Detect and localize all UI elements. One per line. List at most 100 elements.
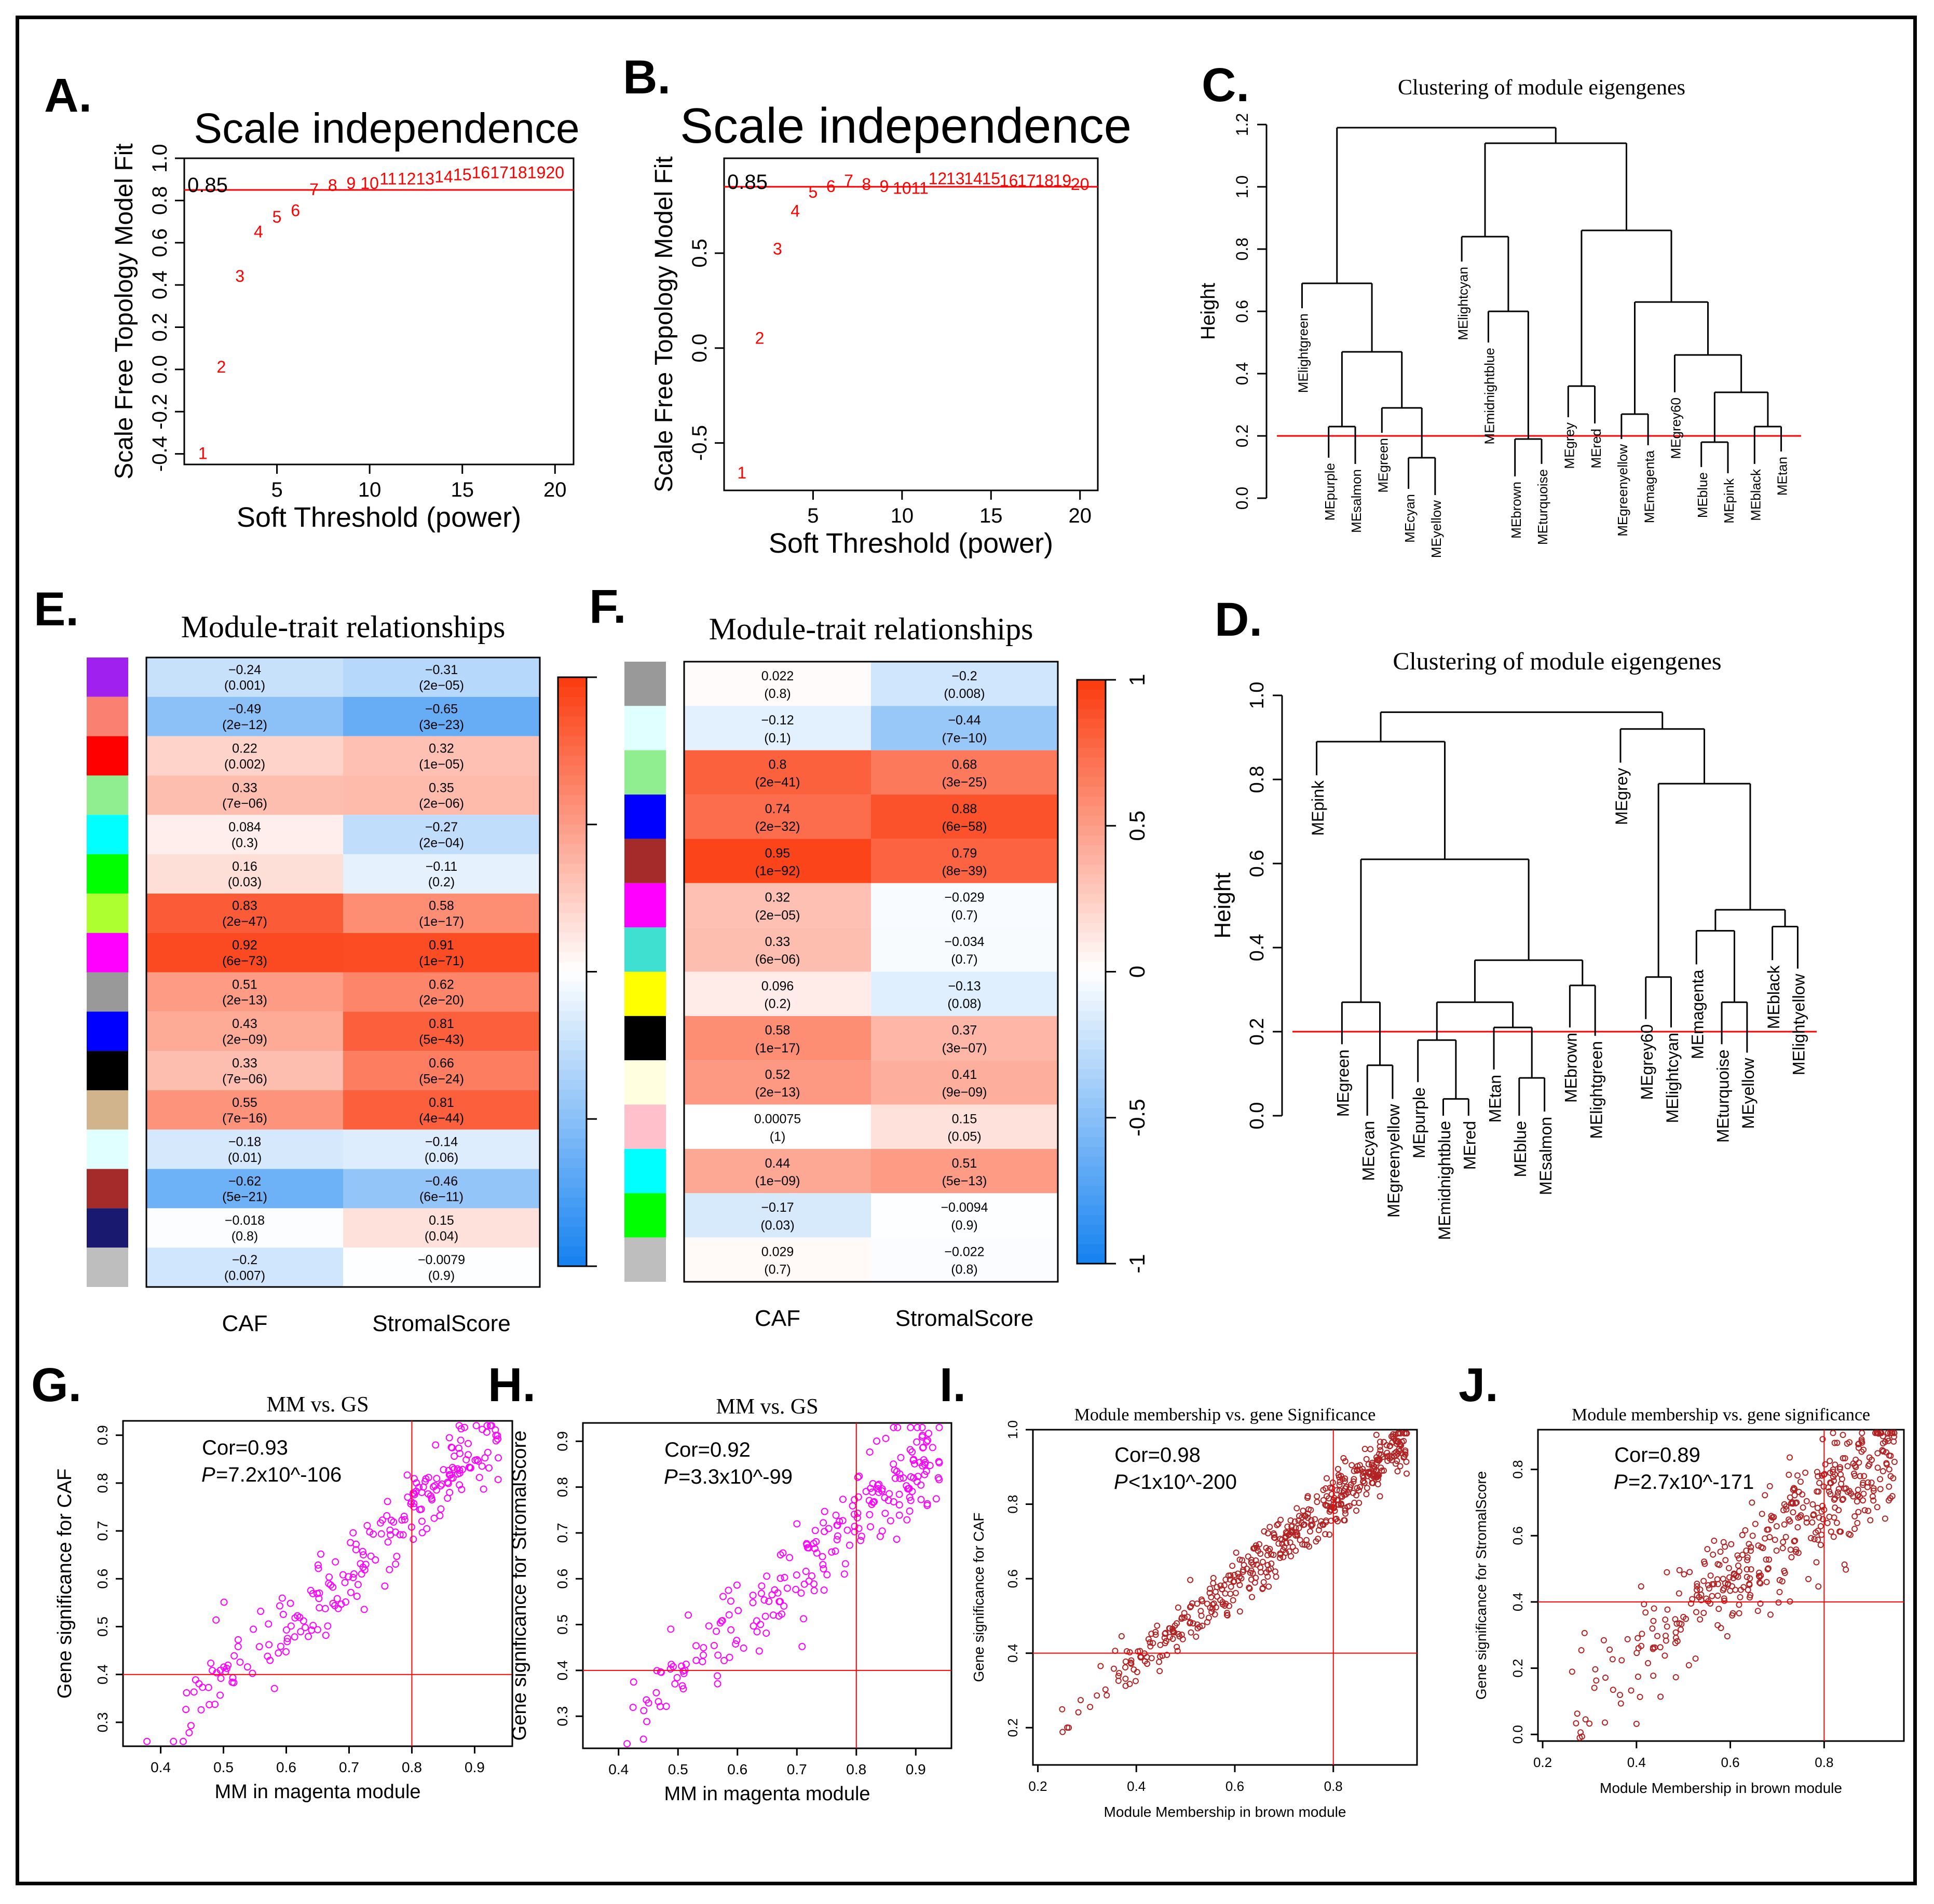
- scatter-point-H: [890, 1498, 897, 1505]
- scatter-point-I: [1198, 1612, 1205, 1619]
- scatter-point-H: [781, 1573, 788, 1581]
- colorbar-segment-E: [558, 952, 587, 963]
- scatter-point-H: [891, 1466, 898, 1474]
- scatter-point-H: [718, 1617, 726, 1624]
- colorbar-segment-E: [558, 1246, 587, 1257]
- scatter-point-I: [1175, 1604, 1181, 1611]
- scatter-point-J: [1725, 1565, 1732, 1571]
- scatter-point-J: [1744, 1573, 1750, 1580]
- heatmap-pvalue-F: (2e−32): [755, 819, 800, 834]
- y-tick-label-D: 0.2: [1246, 1018, 1268, 1046]
- scatter-point-J: [1617, 1700, 1624, 1707]
- heatmap-cell-F: [871, 706, 1058, 750]
- scatter-point-I: [1193, 1633, 1200, 1640]
- heatmap-cell-E: [146, 1169, 343, 1209]
- scatter-point-I: [1397, 1463, 1404, 1470]
- scatter-point-I: [1128, 1661, 1135, 1667]
- scatter-point-J: [1877, 1486, 1884, 1492]
- leaf-label-C: MEsalmon: [1349, 469, 1364, 533]
- scatter-point-H: [881, 1510, 889, 1517]
- scatter-point-H: [865, 1497, 873, 1504]
- heatmap-pvalue-E: (0.03): [228, 875, 262, 889]
- scatter-point-G: [363, 1522, 371, 1529]
- scatter-point-G: [377, 1530, 385, 1538]
- scatter-point-J: [1739, 1552, 1746, 1558]
- scatter-point-G: [332, 1558, 339, 1566]
- power-point-B: 13: [946, 169, 965, 188]
- heatmap-cell-F: [871, 883, 1058, 928]
- scatter-point-J: [1781, 1521, 1788, 1528]
- p-value-H: =3.3x10^-99: [678, 1465, 793, 1488]
- scatter-point-H: [918, 1423, 926, 1431]
- heatmap-pvalue-F: (3e−07): [942, 1041, 987, 1056]
- title-G: MM vs. GS: [266, 1393, 369, 1417]
- scatter-point-H: [895, 1490, 903, 1498]
- scatter-point-J: [1633, 1720, 1640, 1727]
- scatter-point-J: [1726, 1574, 1733, 1581]
- heatmap-correlation-F: 0.58: [765, 1023, 791, 1038]
- scatter-point-I: [1379, 1468, 1385, 1474]
- scatter-point-G: [333, 1595, 341, 1602]
- heatmap-cell-E: [343, 815, 540, 855]
- colorbar-segment-F: [1077, 689, 1106, 700]
- scatter-point-I: [1376, 1450, 1383, 1457]
- heatmap-pvalue-F: (0.08): [947, 996, 981, 1011]
- scatter-point-H: [720, 1656, 728, 1664]
- scatter-point-J: [1635, 1674, 1641, 1680]
- colorbar-segment-E: [558, 883, 587, 894]
- scatter-point-I: [1279, 1536, 1286, 1543]
- scatter-point-I: [1293, 1505, 1300, 1512]
- scatter-point-H: [656, 1703, 664, 1710]
- scatter-point-G: [206, 1701, 213, 1708]
- y-tick-label-G: 0.3: [94, 1712, 111, 1732]
- leaf-label-D: MEgreen: [1334, 1049, 1353, 1117]
- scatter-point-I: [1128, 1657, 1135, 1664]
- scatter-point-G: [265, 1641, 273, 1649]
- heatmap-correlation-F: −0.17: [761, 1200, 794, 1215]
- heatmap-pvalue-E: (2e−04): [419, 835, 464, 850]
- scatter-point-I: [1264, 1573, 1271, 1580]
- scatter-point-J: [1657, 1693, 1664, 1700]
- plot-frame-J: [1537, 1429, 1905, 1742]
- y-axis-label-C: Height: [1197, 283, 1219, 340]
- y-tick-label-G: 0.7: [94, 1521, 111, 1541]
- scatter-point-J: [1840, 1455, 1846, 1462]
- scatter-point-H: [849, 1502, 856, 1510]
- scatter-point-I: [1214, 1593, 1220, 1600]
- scatter-point-I: [1230, 1579, 1237, 1585]
- scatter-point-I: [1236, 1573, 1243, 1580]
- scatter-point-H: [894, 1423, 902, 1431]
- scatter-point-I: [1337, 1478, 1343, 1485]
- scatter-point-I: [1364, 1485, 1370, 1491]
- scatter-point-I: [1208, 1594, 1215, 1600]
- scatter-point-I: [1196, 1623, 1203, 1630]
- x-tick-label-H: 0.7: [787, 1761, 807, 1777]
- scatter-point-I: [1156, 1659, 1163, 1665]
- scatter-point-H: [734, 1607, 742, 1614]
- heatmap-pvalue-F: (2e−05): [755, 908, 800, 923]
- scatter-point-H: [820, 1519, 827, 1527]
- heatmap-cell-E: [343, 696, 540, 736]
- heatmap-cell-E: [146, 933, 343, 972]
- y-tick-label-D: 1.0: [1246, 682, 1268, 709]
- scatter-point-I: [1275, 1521, 1282, 1527]
- colorbar-segment-F: [1077, 728, 1106, 739]
- scatter-point-G: [404, 1494, 412, 1501]
- power-point-A: 15: [453, 166, 472, 184]
- scatter-point-I: [1280, 1547, 1287, 1554]
- scatter-point-J: [1859, 1497, 1866, 1504]
- power-point-B: 16: [1000, 171, 1018, 190]
- y-tick-label-J: 0.6: [1510, 1526, 1526, 1545]
- scatter-point-I: [1364, 1473, 1371, 1480]
- heatmap-correlation-E: 0.81: [429, 1017, 454, 1031]
- heatmap-correlation-F: 0.44: [765, 1156, 791, 1171]
- heatmap-pvalue-E: (2e−09): [222, 1032, 267, 1047]
- scatter-point-I: [1301, 1521, 1308, 1528]
- colorbar-segment-F: [1077, 1098, 1106, 1108]
- scatter-point-J: [1650, 1618, 1657, 1624]
- scatter-point-I: [1150, 1640, 1156, 1647]
- scatter-point-J: [1879, 1468, 1886, 1475]
- scatter-point-H: [819, 1560, 827, 1568]
- scatter-point-J: [1794, 1472, 1801, 1479]
- scatter-point-J: [1860, 1480, 1867, 1486]
